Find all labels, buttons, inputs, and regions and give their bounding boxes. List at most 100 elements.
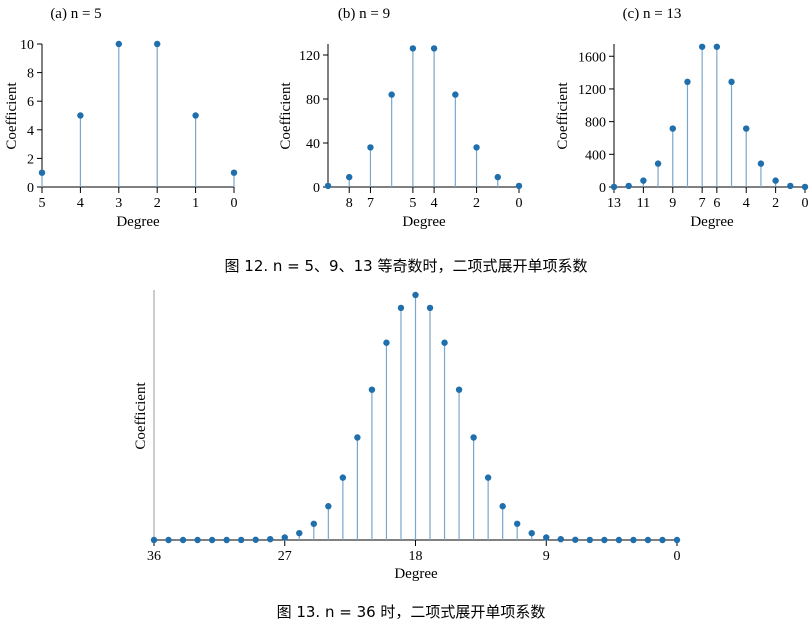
- x-tick-label: 4: [743, 196, 750, 211]
- data-point: [339, 474, 347, 481]
- y-tick-label: 4: [27, 124, 34, 139]
- data-point: [698, 43, 706, 50]
- data-point: [281, 534, 288, 541]
- data-point: [194, 536, 201, 544]
- data-point: [528, 529, 535, 537]
- data-point: [728, 78, 735, 86]
- data-point: [757, 160, 765, 167]
- data-point: [654, 160, 662, 167]
- figure13-caption: 图 13. n = 36 时，二项式展开单项系数: [277, 603, 546, 621]
- chart-a-ylabel: Coefficient: [4, 82, 20, 150]
- chart-b-plot: 0 40 80 120 8 7 5 4 2 0: [299, 44, 523, 211]
- data-point: [426, 304, 434, 312]
- data-point: [324, 182, 332, 190]
- data-point: [572, 536, 579, 543]
- data-point: [430, 45, 438, 52]
- x-tick-label: 7: [367, 196, 374, 211]
- data-point: [499, 503, 506, 510]
- data-point: [296, 529, 303, 537]
- data-point: [543, 534, 550, 541]
- y-tick-label: 400: [585, 148, 606, 163]
- x-tick-label: 6: [713, 196, 720, 211]
- x-tick-label: 5: [39, 196, 46, 211]
- x-tick-label: 13: [607, 196, 621, 211]
- data-point: [267, 535, 274, 543]
- chart-n36-xlabel: Degree: [394, 566, 438, 582]
- y-tick-label: 2: [27, 152, 34, 167]
- data-point: [452, 91, 459, 98]
- x-tick-label: 5: [409, 196, 416, 211]
- data-point: [409, 45, 417, 52]
- data-point: [165, 536, 172, 544]
- data-point: [150, 536, 158, 544]
- data-point: [310, 520, 318, 527]
- x-tick-label: 0: [674, 549, 681, 564]
- y-tick-label: 6: [27, 95, 34, 110]
- data-point: [513, 520, 521, 527]
- data-point: [557, 535, 564, 543]
- chart-b-title: (b) n = 9: [338, 6, 390, 22]
- data-point: [368, 386, 376, 393]
- y-tick-label: 120: [299, 49, 320, 64]
- data-point: [484, 474, 492, 481]
- data-point: [787, 182, 794, 190]
- data-point: [630, 536, 637, 544]
- data-point: [673, 536, 681, 544]
- data-point: [208, 536, 216, 544]
- chart-n36: Coefficient Degree 36 27 18 9 0: [133, 290, 681, 582]
- data-point: [659, 536, 666, 544]
- figure12-caption: 图 12. n = 5、9、13 等奇数时，二项式展开单项系数: [225, 257, 588, 275]
- data-point: [192, 112, 199, 119]
- x-tick-label: 9: [543, 549, 550, 564]
- data-point: [230, 169, 238, 176]
- x-tick-label: 11: [637, 196, 650, 211]
- data-point: [397, 304, 405, 312]
- y-tick-label: 0: [27, 181, 34, 196]
- x-tick-label: 27: [278, 549, 292, 564]
- x-tick-label: 0: [231, 196, 238, 211]
- chart-n36-ylabel: Coefficient: [133, 382, 149, 450]
- data-point: [640, 177, 647, 184]
- data-point: [610, 183, 618, 191]
- chart-b-ylabel: Coefficient: [278, 82, 294, 150]
- y-tick-label: 40: [306, 137, 320, 152]
- chart-a-xlabel: Degree: [116, 214, 160, 230]
- data-point: [601, 536, 608, 544]
- data-point: [625, 182, 632, 190]
- chart-c-ylabel: Coefficient: [555, 82, 571, 150]
- data-point: [801, 183, 809, 191]
- chart-c-title: (c) n = 13: [623, 6, 682, 22]
- chart-c: (c) n = 13 Coefficient Degree 0 400 800 120…: [555, 6, 809, 230]
- data-point: [412, 291, 419, 299]
- data-point: [237, 536, 245, 544]
- chart-c-plot: 0 400 800 1200 1600 13 11 9 7 6 4 2 0: [578, 43, 809, 211]
- data-point: [473, 144, 480, 151]
- x-tick-label: 4: [431, 196, 438, 211]
- chart-b-xlabel: Degree: [402, 214, 446, 230]
- data-point: [325, 503, 332, 510]
- data-point: [383, 339, 390, 346]
- data-point: [669, 125, 676, 132]
- x-tick-label: 9: [669, 196, 676, 211]
- x-tick-label: 0: [802, 196, 809, 211]
- chart-c-xlabel: Degree: [690, 214, 734, 230]
- x-tick-label: 7: [699, 196, 706, 211]
- x-tick-label: 8: [346, 196, 353, 211]
- x-tick-label: 36: [147, 549, 161, 564]
- x-tick-label: 0: [516, 196, 523, 211]
- chart-n36-plot: 36 27 18 9 0: [147, 290, 681, 564]
- data-point: [470, 434, 477, 441]
- data-point: [154, 40, 161, 48]
- data-point: [38, 169, 46, 176]
- x-tick-label: 18: [409, 549, 423, 564]
- y-tick-label: 8: [27, 67, 34, 82]
- y-tick-label: 0: [599, 181, 606, 196]
- data-point: [615, 536, 623, 544]
- data-point: [367, 144, 374, 151]
- data-point: [346, 173, 353, 181]
- y-tick-label: 0: [313, 181, 320, 196]
- data-point: [77, 112, 84, 119]
